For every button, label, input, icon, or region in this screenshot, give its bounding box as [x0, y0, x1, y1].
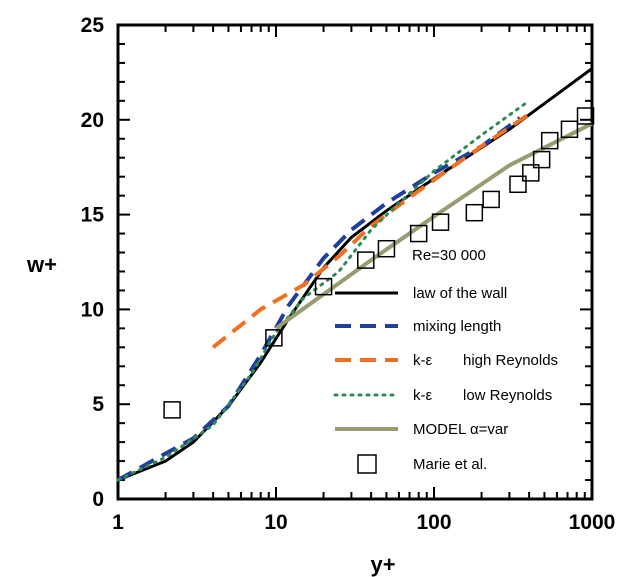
data-point-marie [409, 224, 428, 243]
y-tick-label: 10 [81, 298, 104, 321]
legend-title: Re=30 000 [412, 247, 486, 264]
y-tick-label: 0 [92, 488, 104, 511]
legend-label-extra: low Reynolds [463, 387, 552, 404]
x-axis-title: y+ [370, 552, 395, 577]
legend-label: k-ε [413, 387, 432, 404]
data-point-marie [540, 131, 559, 150]
legend-label-extra: high Reynolds [463, 352, 558, 369]
series-line-5 [274, 121, 593, 331]
data-point-marie [357, 251, 375, 269]
data-point-marie [522, 164, 540, 182]
data-point-marie [576, 107, 595, 125]
x-tick-label: 10 [264, 511, 287, 534]
series-layer [116, 67, 595, 482]
plot-frame [116, 23, 594, 501]
axes: 0 5 10 15 20 25 1 10 100 1000 [81, 14, 616, 534]
series-line-3 [211, 112, 531, 349]
data-point-marie [532, 150, 551, 169]
data-point-marie [560, 120, 579, 139]
series-line-4 [116, 99, 531, 482]
legend-label: law of the wall [413, 285, 507, 302]
legend-sample-marker [357, 454, 377, 474]
y-tick-label: 25 [81, 14, 105, 37]
data-point-marie [465, 203, 484, 222]
y-tick-label: 5 [92, 393, 104, 416]
data-point-marie [377, 239, 396, 258]
legend-label: k-ε [413, 352, 432, 369]
data-point-marie [265, 329, 283, 347]
series-line-1 [117, 67, 593, 482]
x-tick-label: 1 [112, 511, 124, 534]
legend-label: Marie et al. [413, 456, 487, 473]
y-tick-label: 15 [81, 204, 105, 227]
legend-label: MODEL α=var [413, 421, 508, 438]
data-point-marie [163, 401, 181, 419]
y-axis-title: w+ [26, 252, 57, 277]
x-tick-label: 1000 [569, 511, 616, 534]
data-point-marie [482, 190, 500, 209]
legend-label: mixing length [413, 318, 501, 335]
legend: Re=30 000 law of the wall mixing length k-… [333, 247, 558, 474]
x-tick-label: 100 [416, 511, 451, 534]
y-tick-label: 20 [81, 109, 104, 132]
data-point-marie [431, 213, 450, 231]
data-point-marie [314, 277, 333, 296]
data-point-marie [509, 175, 527, 194]
